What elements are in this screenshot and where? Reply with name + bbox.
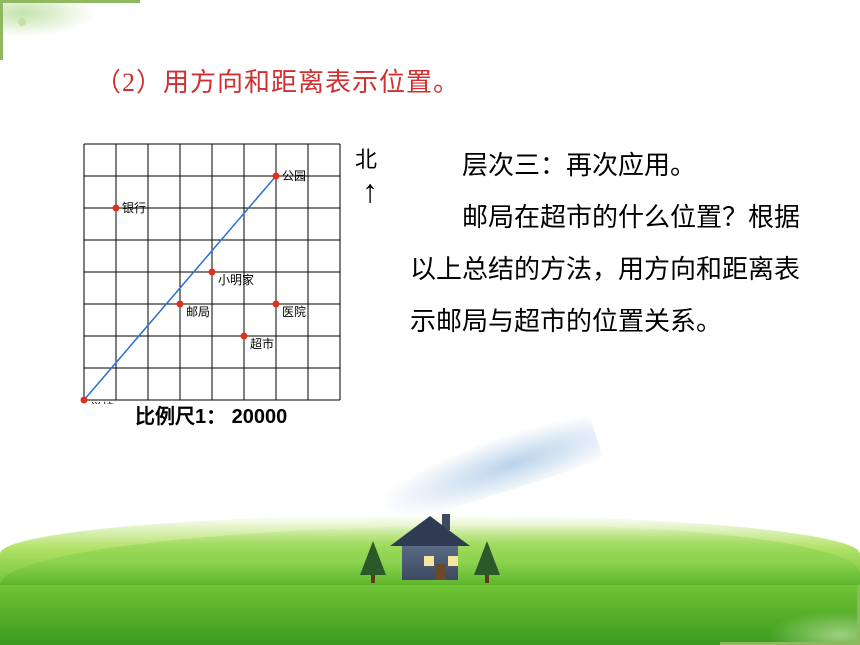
slide-heading: （2）用方向和距离表示位置。: [95, 62, 460, 99]
north-arrow-icon: ↑: [362, 175, 378, 207]
body-rest: 邮局在超市的什么位置？根据以上总结的方法，用方向和距离表示邮局与超市的位置关系。: [410, 203, 800, 336]
body-text: 层次三：再次应用。 邮局在超市的什么位置？根据以上总结的方法，用方向和距离表示邮…: [410, 140, 820, 348]
svg-text:银行: 银行: [122, 201, 146, 215]
svg-text:学校: 学校: [90, 400, 114, 404]
slide: { "heading": "（2）用方向和距离表示位置。", "north_la…: [0, 0, 860, 645]
grid-svg: 银行 公园小明家邮局 医院超市学校: [80, 140, 344, 404]
map-grid: 银行 公园小明家邮局 医院超市学校: [80, 140, 344, 404]
house-icon: [390, 510, 470, 580]
svg-text:公园: 公园: [282, 169, 306, 183]
svg-text:医院: 医院: [282, 305, 306, 319]
svg-text:邮局: 邮局: [186, 305, 210, 319]
tree-left-icon: [360, 541, 386, 583]
body-line1: 层次三：再次应用。: [462, 151, 696, 180]
north-label: 北: [355, 142, 377, 174]
tree-right-icon: [474, 541, 500, 583]
svg-text:超市: 超市: [250, 336, 274, 351]
scale-label: 比例尺1： 20000: [135, 400, 287, 429]
corner-decor-tl: [0, 0, 140, 60]
sky-streak-decor: [376, 402, 604, 527]
svg-text:小明家: 小明家: [218, 272, 254, 287]
